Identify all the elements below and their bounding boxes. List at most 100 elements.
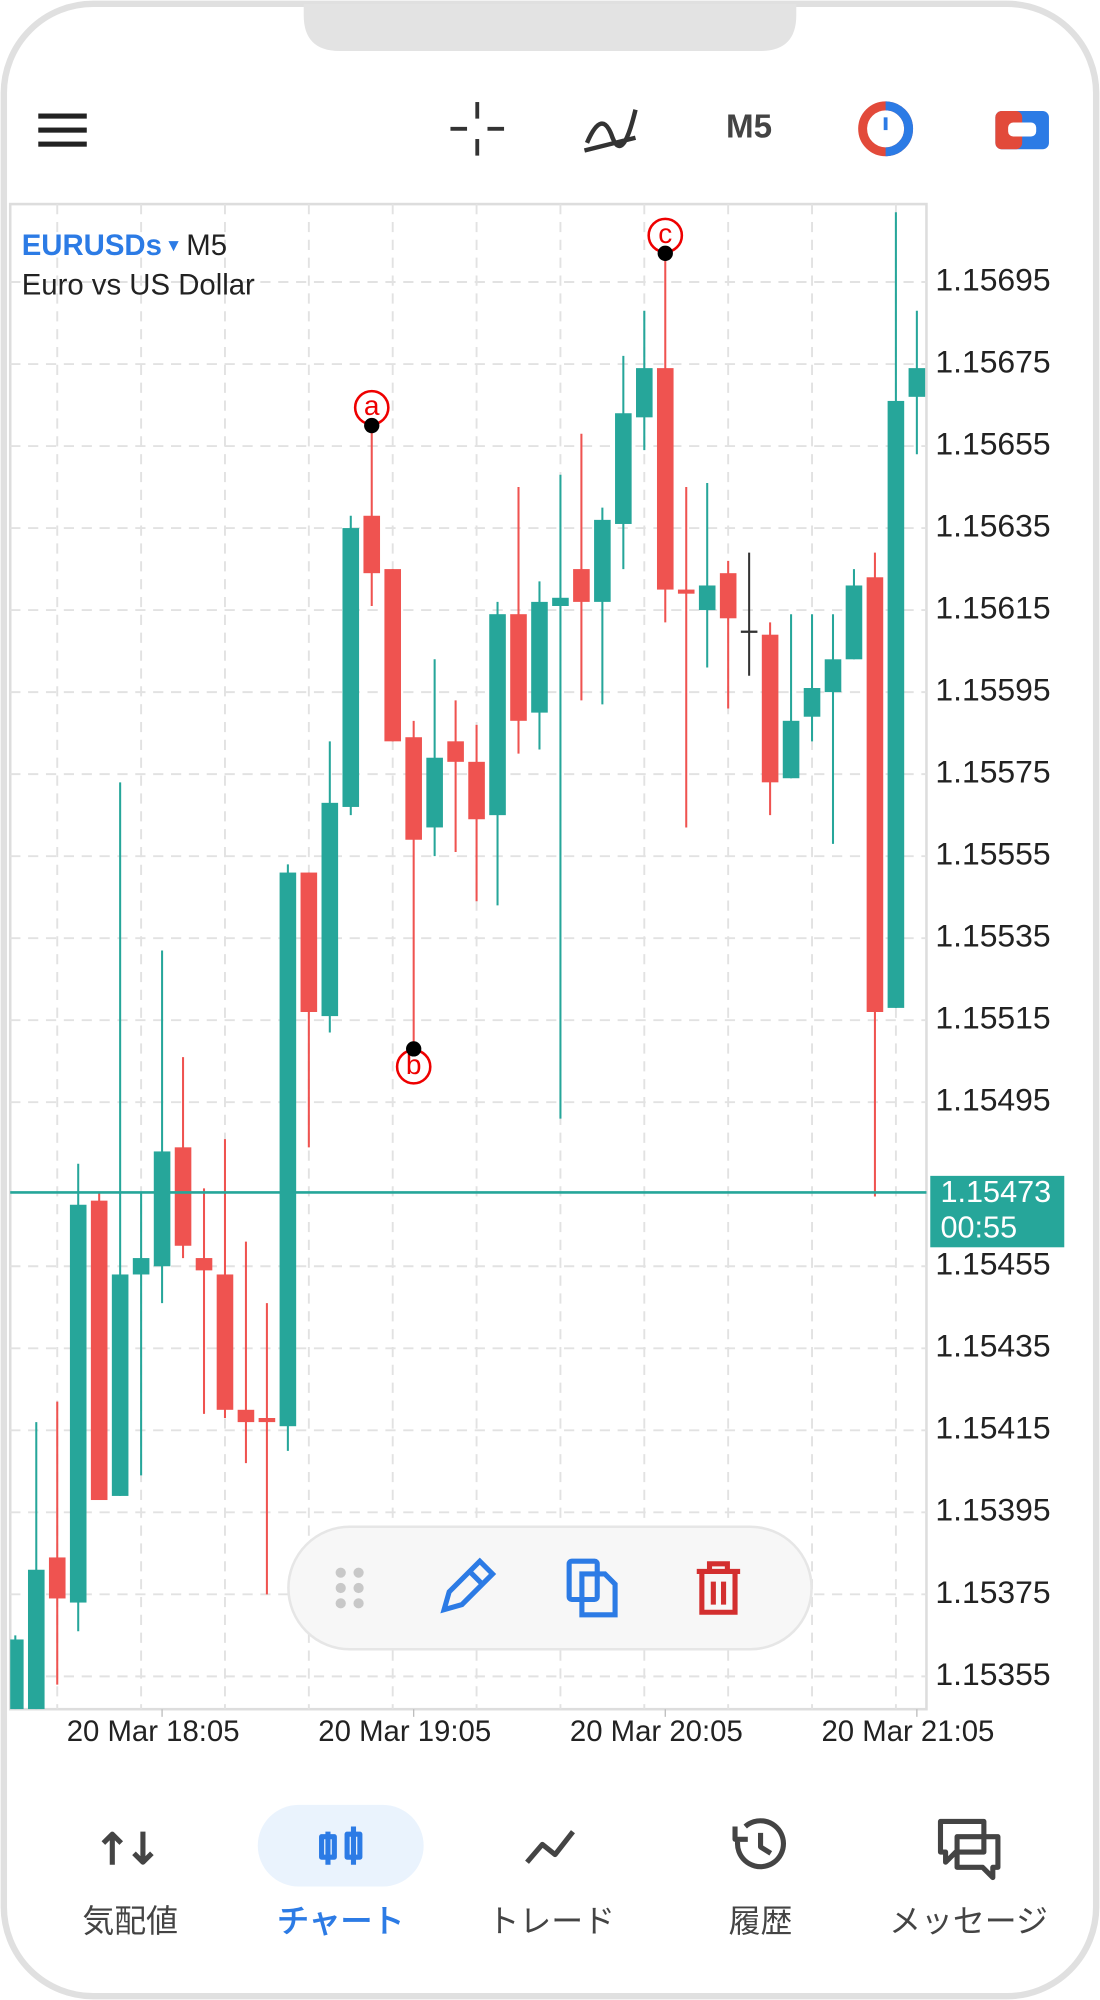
candle-body bbox=[279, 872, 297, 1427]
annotation-point[interactable] bbox=[657, 245, 673, 261]
candle-body bbox=[174, 1147, 192, 1246]
candle-body bbox=[845, 585, 863, 660]
candle-body bbox=[677, 589, 695, 594]
crosshair-button[interactable] bbox=[450, 102, 505, 156]
nav-icon[interactable] bbox=[319, 1826, 363, 1865]
candle-body bbox=[761, 634, 779, 783]
candle-body bbox=[636, 368, 653, 418]
candle-body bbox=[594, 519, 611, 602]
y-tick-label: 1.15555 bbox=[935, 836, 1050, 872]
candle-body bbox=[216, 1274, 234, 1410]
candle-body bbox=[111, 1274, 129, 1496]
delete-button[interactable] bbox=[696, 1561, 741, 1615]
symbol-description: Euro vs US Dollar bbox=[22, 269, 255, 302]
bottom-nav: 気配値 チャート トレード 履歴 メッセージ bbox=[82, 1804, 1048, 1939]
nav-label[interactable]: 気配値 bbox=[82, 1903, 178, 1939]
x-tick-label: 20 Mar 21:05 bbox=[821, 1715, 994, 1748]
notch bbox=[303, 3, 797, 52]
timeframe-button[interactable]: M5 bbox=[726, 109, 772, 146]
nav-label[interactable]: トレード bbox=[488, 1903, 616, 1939]
annotation-point[interactable] bbox=[364, 417, 380, 434]
candle-body bbox=[782, 720, 800, 779]
y-tick-label: 1.15635 bbox=[935, 507, 1050, 543]
candle-body bbox=[258, 1418, 276, 1423]
x-tick-label: 20 Mar 20:05 bbox=[570, 1715, 743, 1748]
copy-button[interactable] bbox=[566, 1558, 618, 1618]
candle-body bbox=[195, 1258, 213, 1271]
candle-body bbox=[300, 872, 318, 1012]
candle-body bbox=[48, 1557, 66, 1599]
menu-button[interactable] bbox=[38, 113, 87, 147]
candle-body bbox=[866, 577, 884, 1012]
y-tick-label: 1.15655 bbox=[935, 425, 1050, 461]
nav-icon[interactable] bbox=[732, 1818, 786, 1870]
candle-body bbox=[719, 573, 737, 619]
candle-body bbox=[342, 528, 360, 807]
y-tick-label: 1.15495 bbox=[935, 1082, 1050, 1118]
candle-body bbox=[824, 659, 842, 693]
nav-icon[interactable] bbox=[525, 1830, 575, 1864]
y-tick-label: 1.15615 bbox=[935, 590, 1050, 626]
candle-body bbox=[447, 741, 464, 762]
indicators-button[interactable] bbox=[583, 109, 638, 153]
bar-countdown: 00:55 bbox=[940, 1211, 1017, 1245]
current-price-box bbox=[930, 1175, 1065, 1248]
candle-body bbox=[237, 1409, 255, 1423]
candle-body bbox=[27, 1569, 45, 1710]
y-tick-label: 1.15675 bbox=[935, 343, 1050, 379]
annotation-label: b bbox=[406, 1049, 422, 1080]
candle-body bbox=[510, 614, 527, 721]
y-tick-label: 1.15695 bbox=[935, 261, 1050, 297]
symbol-dropdown[interactable] bbox=[168, 241, 179, 252]
edit-button[interactable] bbox=[440, 1557, 497, 1614]
y-tick-label: 1.15355 bbox=[935, 1656, 1050, 1692]
candle-body bbox=[405, 737, 422, 840]
y-tick-label: 1.15515 bbox=[935, 1000, 1050, 1036]
one-click-button[interactable] bbox=[995, 110, 1049, 150]
candle-body bbox=[153, 1151, 171, 1267]
annotation-point[interactable] bbox=[406, 1041, 422, 1057]
trade-clock-button[interactable] bbox=[858, 101, 914, 157]
nav-label[interactable]: チャート bbox=[277, 1903, 404, 1939]
drag-handle[interactable] bbox=[335, 1567, 364, 1609]
y-tick-label: 1.15575 bbox=[935, 754, 1050, 790]
candle-body bbox=[363, 515, 381, 574]
symbol[interactable]: EURUSDs bbox=[22, 229, 162, 262]
nav-label[interactable]: メッセージ bbox=[889, 1903, 1048, 1939]
candle-body bbox=[887, 400, 905, 1008]
candle-body bbox=[656, 368, 674, 590]
candle-body bbox=[468, 761, 485, 820]
annotation-label: a bbox=[364, 390, 380, 421]
candle-body bbox=[132, 1258, 150, 1275]
nav-icon[interactable] bbox=[101, 1831, 154, 1865]
candle-body bbox=[615, 413, 632, 524]
y-tick-label: 1.15415 bbox=[935, 1410, 1050, 1446]
x-tick-label: 20 Mar 18:05 bbox=[67, 1715, 240, 1748]
candles bbox=[10, 212, 926, 1710]
candle-body bbox=[531, 601, 548, 713]
y-tick-label: 1.15435 bbox=[935, 1328, 1050, 1364]
overlay: 1.15695 1.15675 1.15655 1.15635 1.15615 1.155… bbox=[10, 217, 1065, 1748]
candle-body bbox=[426, 757, 443, 828]
y-tick-label: 1.15395 bbox=[935, 1492, 1050, 1528]
candle-body bbox=[698, 585, 716, 611]
y-tick-label: 1.15595 bbox=[935, 672, 1050, 708]
nav-active-pill bbox=[257, 1804, 424, 1887]
nav-icon[interactable] bbox=[937, 1818, 1001, 1881]
candle-body bbox=[10, 1639, 24, 1710]
candle-body bbox=[90, 1200, 108, 1501]
candle-body bbox=[552, 597, 569, 606]
candle-body bbox=[803, 688, 821, 717]
candle-body bbox=[489, 614, 506, 816]
annotation-label: c bbox=[658, 218, 672, 249]
candle-body bbox=[740, 630, 758, 633]
x-tick-label: 20 Mar 19:05 bbox=[318, 1715, 491, 1748]
y-tick-label: 1.15375 bbox=[935, 1574, 1050, 1610]
nav-label[interactable]: 履歴 bbox=[729, 1903, 793, 1939]
candle-body bbox=[321, 802, 339, 1017]
plot-border bbox=[8, 202, 928, 1711]
candle-body bbox=[384, 569, 402, 742]
